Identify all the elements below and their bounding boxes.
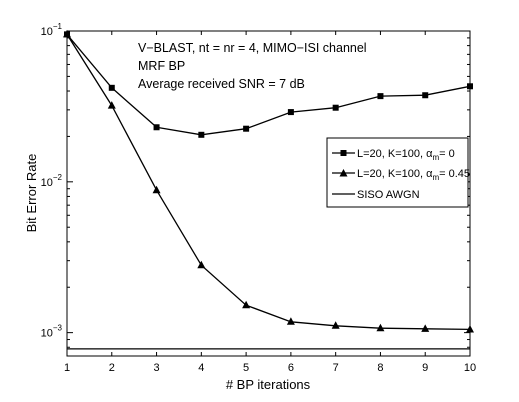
x-axis-label: # BP iterations: [226, 377, 311, 392]
x-tick-label: 8: [377, 362, 383, 374]
data-point: [152, 185, 161, 194]
data-point: [377, 93, 384, 100]
legend-label-series-1: L=20, K=100, αm= 0: [357, 148, 455, 162]
series-line-1: [66, 33, 471, 136]
data-point: [287, 109, 294, 116]
data-point: [243, 125, 250, 132]
x-tick-label: 3: [153, 362, 159, 374]
plot-frame: [66, 30, 471, 357]
legend-marker-series-1: [340, 150, 347, 156]
x-tick-label: 9: [422, 362, 428, 374]
data-point: [332, 104, 339, 111]
annotation-line-2: MRF BP: [138, 59, 185, 73]
data-point: [376, 323, 385, 332]
x-tick-labels: 1 2 3 4 5 6 7 8 9 10: [64, 362, 476, 374]
data-point: [198, 131, 205, 138]
x-tick-label: 7: [333, 362, 339, 374]
legend: L=20, K=100, αm= 0 L=20, K=100, αm= 0.45…: [326, 137, 470, 208]
data-point: [331, 321, 340, 329]
legend-label-series-2: L=20, K=100, αm= 0.45: [357, 168, 470, 182]
series-line-2: [66, 34, 471, 331]
annotation-line-1: V−BLAST, nt = nr = 4, MIMO−ISI channel: [138, 41, 367, 55]
legend-label-series-3: SISO AWGN: [357, 189, 420, 201]
data-point: [107, 101, 116, 109]
data-point: [108, 84, 115, 91]
data-point: [197, 260, 206, 269]
data-point: [421, 324, 430, 332]
y-axis-label: Bit Error Rate: [24, 154, 39, 233]
data-point: [153, 124, 160, 131]
x-tick-label: 6: [288, 362, 294, 374]
x-tick-label: 10: [464, 362, 476, 374]
data-point: [422, 92, 429, 99]
x-tick-label: 5: [243, 362, 249, 374]
x-tick-label: 2: [109, 362, 115, 374]
annotation-line-3: Average received SNR = 7 dB: [138, 77, 305, 91]
x-tick-label: 4: [198, 362, 204, 374]
legend-marker-series-2: [339, 169, 348, 177]
x-tick-label: 1: [64, 362, 70, 374]
y-tick-label: 10−3: [41, 324, 63, 340]
y-tick-label: 10−1: [41, 22, 63, 38]
y-tick-labels: 10−1 10−2 10−3: [41, 22, 63, 340]
y-tick-label: 10−2: [41, 173, 63, 189]
data-point: [242, 300, 251, 309]
data-point: [286, 317, 295, 325]
